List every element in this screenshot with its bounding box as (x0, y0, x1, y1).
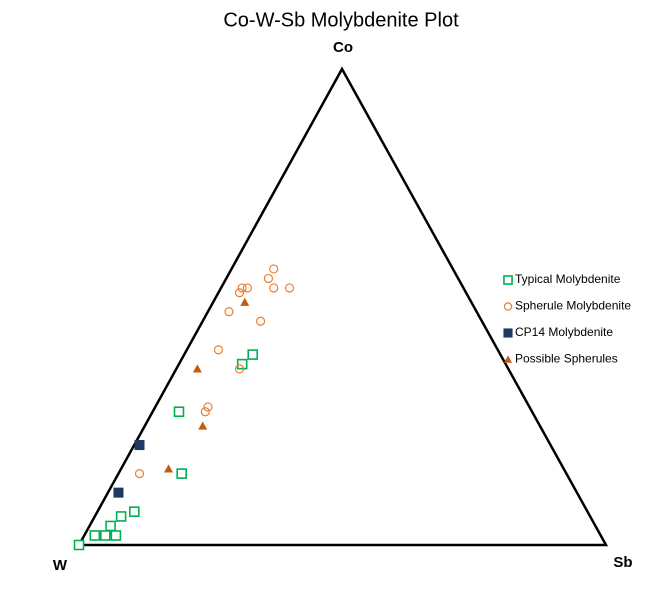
data-point (73, 539, 85, 551)
data-point (236, 358, 248, 370)
legend-marker (503, 328, 513, 338)
data-point (115, 511, 127, 522)
data-point (234, 288, 245, 298)
data-point (237, 283, 247, 293)
data-point (224, 307, 234, 317)
data-point (213, 345, 224, 355)
ternary-frame (76, 66, 609, 547)
legend-marker (503, 355, 513, 363)
legend-label: Typical Molybdenite (515, 272, 621, 286)
data-point (269, 264, 279, 274)
data-point (134, 440, 145, 451)
data-point (129, 506, 140, 517)
legend-label: Possible Spherules (515, 352, 618, 366)
data-point (134, 469, 145, 479)
vertex-label: Co (333, 39, 353, 56)
data-point (176, 468, 187, 479)
data-point (240, 297, 250, 306)
data-point (200, 407, 210, 417)
chart-title: Co-W-Sb Molybdenite Plot (223, 9, 459, 31)
data-point (198, 421, 208, 430)
data-point (100, 530, 111, 541)
data-point (242, 283, 252, 293)
data-point (284, 283, 295, 293)
data-point (263, 273, 274, 284)
legend-marker (503, 302, 513, 311)
data-point (255, 316, 266, 326)
data-point (105, 520, 116, 532)
data-point (269, 283, 279, 293)
legend-marker (503, 275, 513, 285)
vertex-label: Sb (613, 554, 632, 571)
data-point (192, 364, 202, 373)
data-point (247, 349, 259, 360)
data-point (113, 487, 124, 498)
data-point (173, 406, 185, 418)
vertex-label: W (53, 557, 68, 574)
data-point (164, 464, 174, 473)
data-point (110, 530, 122, 541)
legend-label: CP14 Molybdenite (515, 325, 613, 339)
data-point (203, 402, 213, 412)
data-point (234, 364, 245, 374)
legend-label: Spherule Molybdenite (515, 299, 631, 313)
data-point (89, 530, 101, 541)
